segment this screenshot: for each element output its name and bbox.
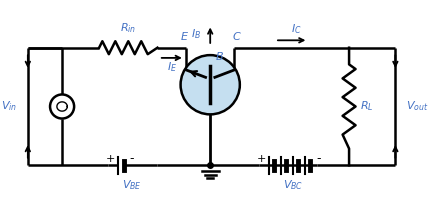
Text: B: B [216, 52, 224, 62]
Text: -: - [316, 152, 321, 165]
Text: $I_B$: $I_B$ [191, 27, 201, 41]
Text: $I_E$: $I_E$ [167, 60, 177, 73]
Circle shape [181, 55, 240, 114]
Text: $V_{BE}$: $V_{BE}$ [121, 178, 142, 192]
Text: $R_{in}$: $R_{in}$ [120, 21, 136, 35]
Text: +: + [257, 154, 266, 164]
Text: $V_{BC}$: $V_{BC}$ [284, 178, 304, 192]
Text: +: + [106, 154, 115, 164]
Text: E: E [181, 32, 188, 42]
Text: C: C [232, 32, 240, 42]
Text: $I_C$: $I_C$ [291, 22, 302, 36]
Text: $V_{out}$: $V_{out}$ [406, 100, 429, 113]
Text: $R_L$: $R_L$ [360, 100, 374, 113]
Text: $V_{in}$: $V_{in}$ [0, 100, 17, 113]
Text: -: - [129, 152, 134, 165]
